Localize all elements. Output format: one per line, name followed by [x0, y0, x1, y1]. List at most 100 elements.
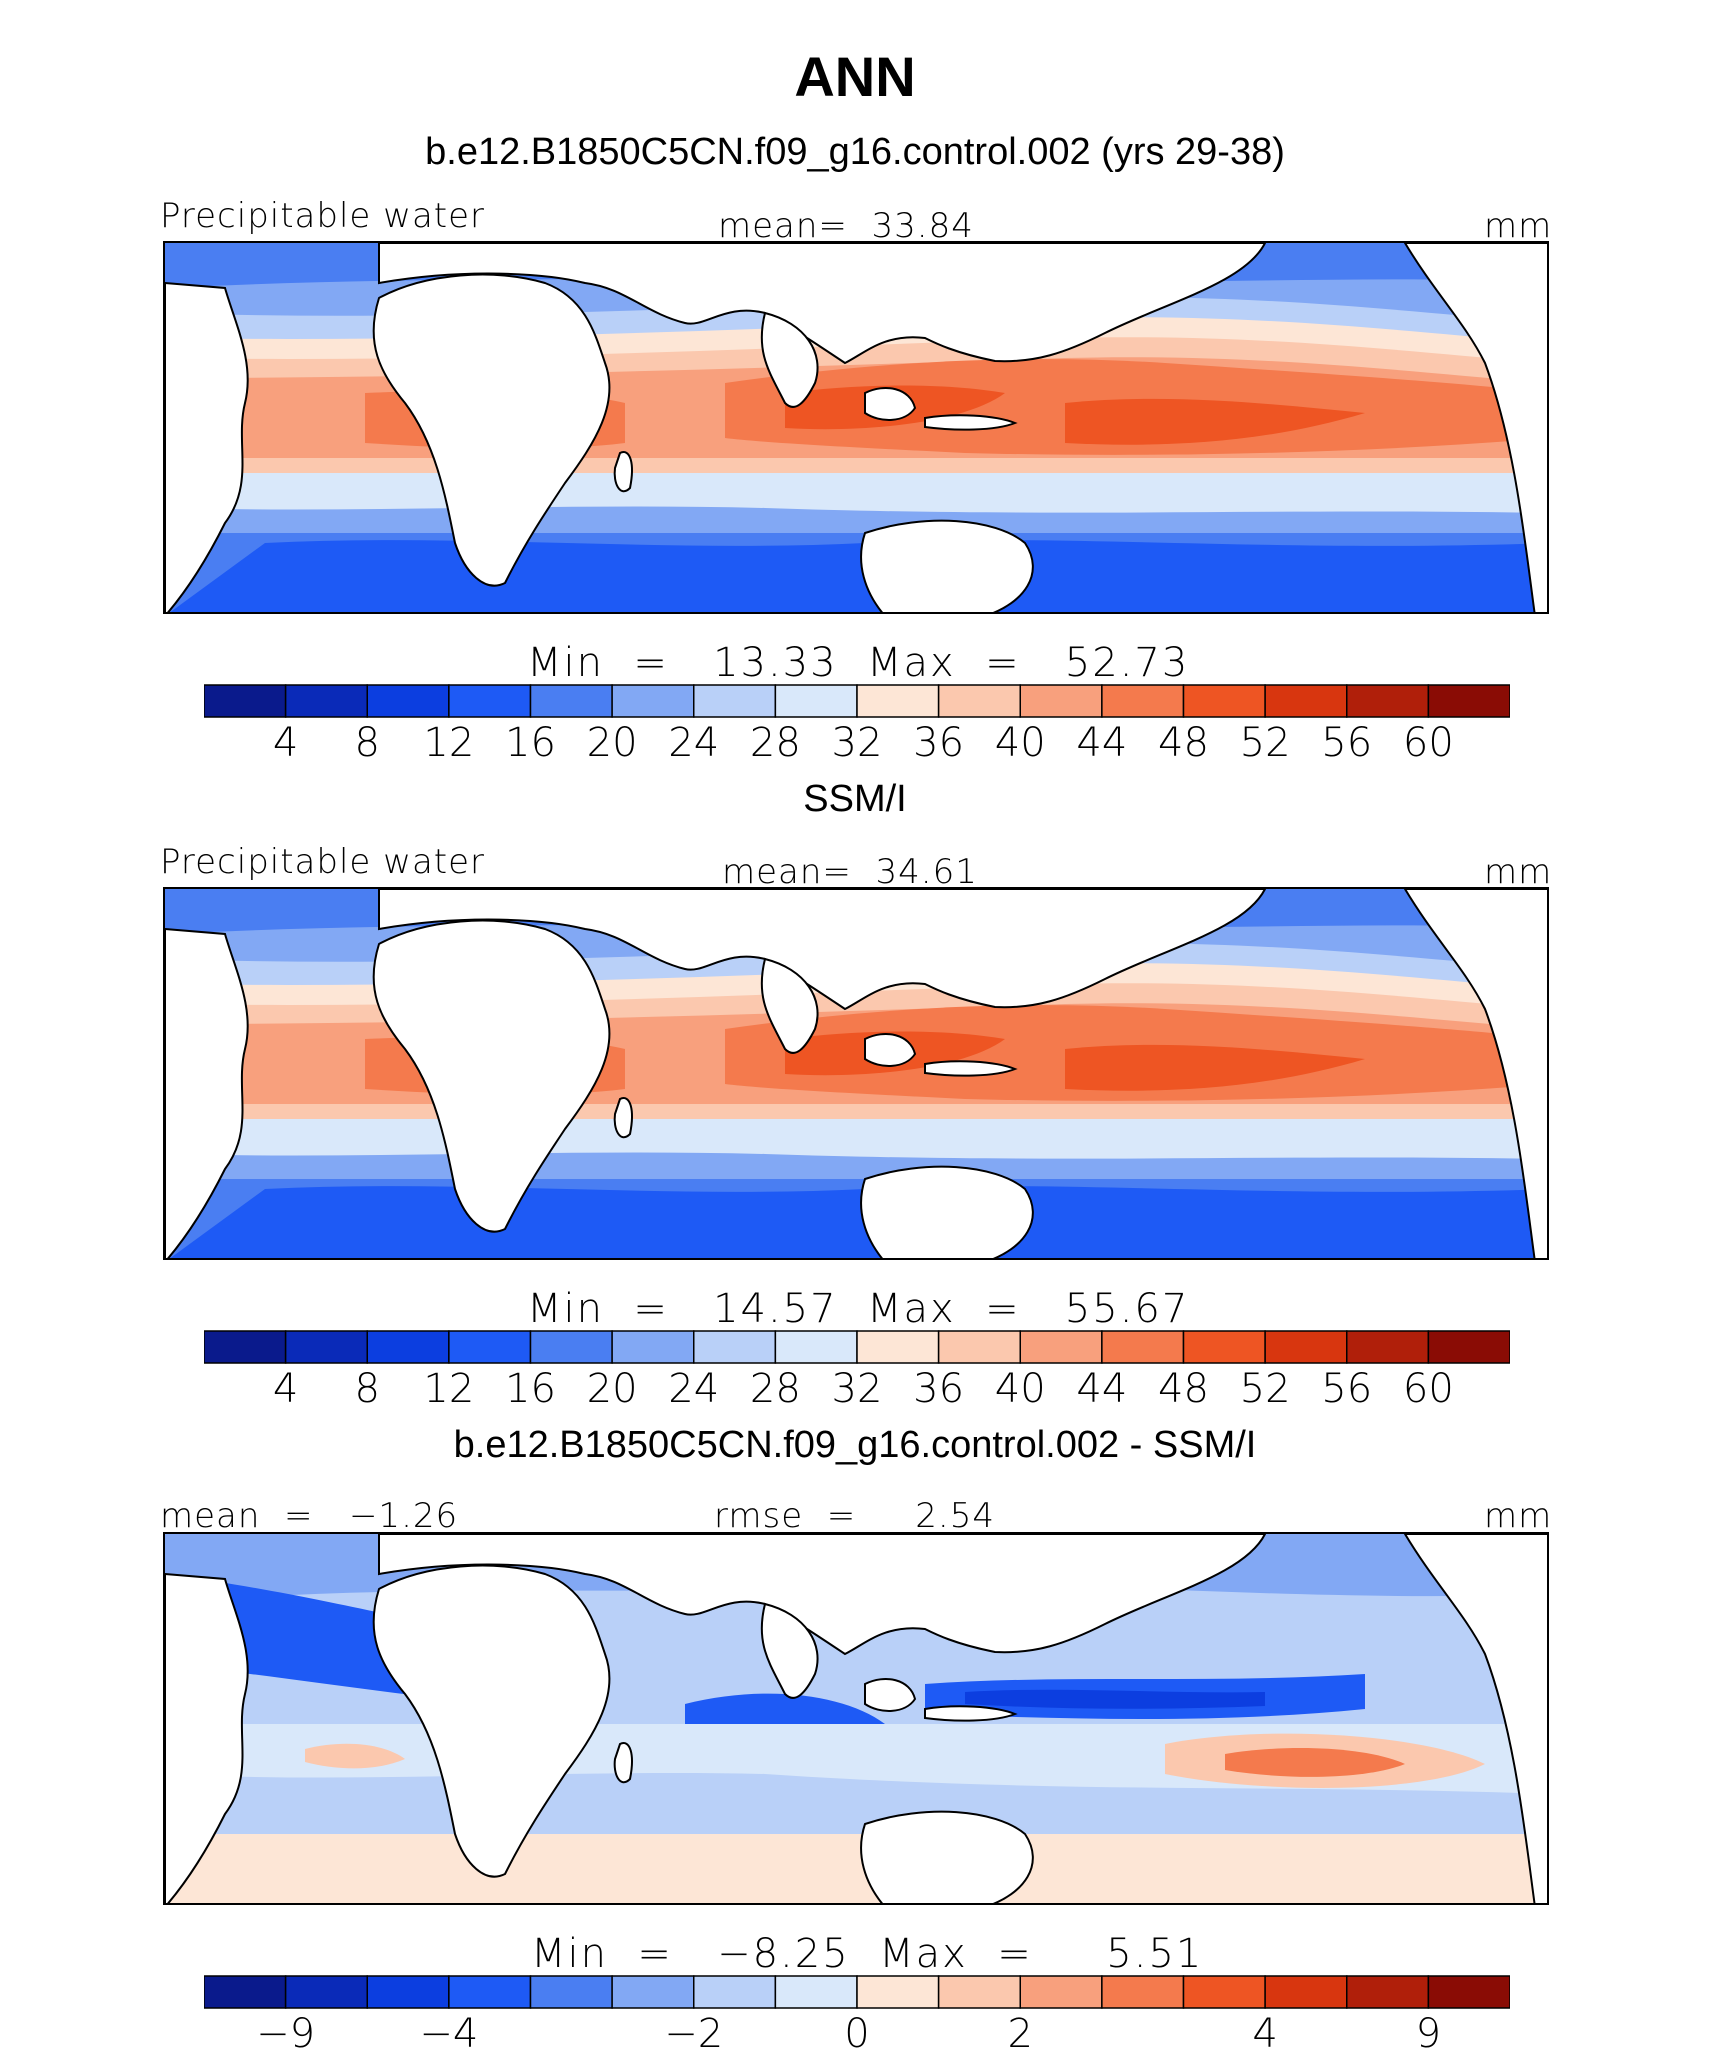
land [760, 957, 819, 1054]
field-band [305, 1743, 405, 1769]
land [924, 1060, 1018, 1077]
colorbar-tick-label: 4 [272, 720, 299, 766]
colorbar-tick-label: 20 [586, 1366, 638, 1412]
colorbar-box [611, 1330, 695, 1364]
panel2-minmax: Min = 14.57 Max = 55.67 [527, 1286, 1190, 1332]
land [372, 1564, 611, 1878]
colorbar-box [204, 684, 287, 718]
panel2-left-label: Precipitable water [160, 842, 486, 882]
panel3-mean-label: mean = −1.26 [160, 1496, 459, 1536]
colorbar-tick-label: 48 [1158, 1366, 1209, 1412]
land [378, 889, 1267, 1011]
colorbar-box [448, 684, 532, 718]
land [760, 311, 819, 408]
colorbar-tick-label: 24 [668, 1366, 720, 1412]
colorbar-box [937, 684, 1021, 718]
colorbar-tick-label: 4 [272, 1366, 299, 1412]
colorbar-tick-label: 52 [1239, 720, 1291, 766]
colorbar-box [611, 684, 695, 718]
colorbar-box [856, 1975, 940, 2009]
colorbar-tick-label: 48 [1158, 720, 1209, 766]
land [860, 1165, 1034, 1258]
colorbar-box [1182, 1330, 1266, 1364]
panel1-left-label: Precipitable water [160, 196, 486, 236]
colorbar-tick-label: 60 [1402, 720, 1454, 766]
colorbar-box [1264, 1975, 1348, 2009]
land [864, 1033, 917, 1067]
land [860, 519, 1034, 612]
field-band [165, 1119, 1547, 1159]
panel1-mean-label: mean= 33.84 [718, 206, 974, 246]
colorbar-tick-label: 60 [1402, 1366, 1454, 1412]
colorbar-tick-label: 40 [994, 720, 1046, 766]
colorbar-tick-label: 8 [354, 1366, 380, 1412]
field-band [170, 540, 1547, 612]
colorbar-box [856, 1330, 940, 1364]
colorbar-box [366, 1975, 450, 2009]
panel3-units-label: mm [1484, 1496, 1553, 1536]
colorbar-tick-label: −9 [256, 2011, 316, 2057]
main-title: ANN [794, 45, 916, 108]
colorbar-box [1427, 684, 1510, 718]
land [1403, 243, 1547, 612]
panel2-mean-label: mean= 34.61 [722, 852, 978, 892]
colorbar-tick-label: 0 [844, 2011, 870, 2057]
colorbar-box [611, 1975, 695, 2009]
colorbar-box [1264, 684, 1348, 718]
colorbar-box [1101, 684, 1185, 718]
land [760, 1602, 819, 1699]
field-band [1065, 1044, 1365, 1091]
land [378, 243, 1267, 365]
colorbar-tick-label: 16 [505, 720, 556, 766]
land [372, 273, 611, 587]
colorbar-box [1182, 684, 1266, 718]
colorbar-box [1346, 1330, 1430, 1364]
colorbar-box [1427, 1975, 1510, 2009]
panel2-colorbar-ticks: 4 8 12 16 20 24 28 32 36 40 44 48 52 56 60 [0, 1366, 1710, 1416]
colorbar-box [529, 1975, 613, 2009]
land [378, 1534, 1267, 1656]
colorbar-box [1101, 1975, 1185, 2009]
colorbar-box [774, 1330, 858, 1364]
colorbar-box [856, 684, 940, 718]
panel3-map [163, 1532, 1549, 1905]
colorbar-box [693, 1330, 777, 1364]
colorbar-box [1019, 1330, 1103, 1364]
colorbar-box [366, 684, 450, 718]
field-band [1065, 398, 1365, 445]
colorbar-tick-label: 28 [749, 1366, 801, 1412]
panel3-colorbar-ticks: −9 −4 −2 0 2 4 9 [0, 2011, 1710, 2061]
panel1-minmax: Min = 13.33 Max = 52.73 [527, 640, 1190, 686]
colorbar-box [284, 1975, 368, 2009]
colorbar-box [1264, 1330, 1348, 1364]
colorbar-box [774, 684, 858, 718]
land [924, 414, 1018, 431]
panel1-map [163, 241, 1549, 614]
colorbar-tick-label: 9 [1415, 2011, 1442, 2057]
colorbar-box [204, 1975, 287, 2009]
colorbar-box [937, 1330, 1021, 1364]
land [864, 1678, 917, 1712]
colorbar-box [284, 1330, 368, 1364]
land [1403, 1534, 1547, 1903]
field-band [165, 1834, 1547, 1903]
colorbar-tick-label: 44 [1076, 720, 1128, 766]
field-band [965, 1689, 1265, 1709]
colorbar-box [1182, 1975, 1266, 2009]
land [864, 387, 917, 421]
land [613, 1742, 633, 1784]
field-band [170, 1186, 1547, 1258]
colorbar-box [693, 1975, 777, 2009]
colorbar-box [448, 1330, 532, 1364]
panel3-minmax: Min = −8.25 Max = 5.51 [531, 1931, 1204, 1977]
colorbar-box [1427, 1330, 1510, 1364]
colorbar-tick-label: 56 [1321, 720, 1373, 766]
colorbar-tick-label: 4 [1252, 2011, 1278, 2057]
panel3-rmse-label: rmse = 2.54 [714, 1496, 995, 1536]
land [165, 281, 249, 612]
colorbar-box [284, 684, 368, 718]
colorbar-tick-label: 32 [831, 1366, 883, 1412]
colorbar-box [366, 1330, 450, 1364]
colorbar-box [774, 1975, 858, 2009]
panel3-subtitle: b.e12.B1850C5CN.f09_g16.control.002 - SS… [453, 1424, 1257, 1466]
